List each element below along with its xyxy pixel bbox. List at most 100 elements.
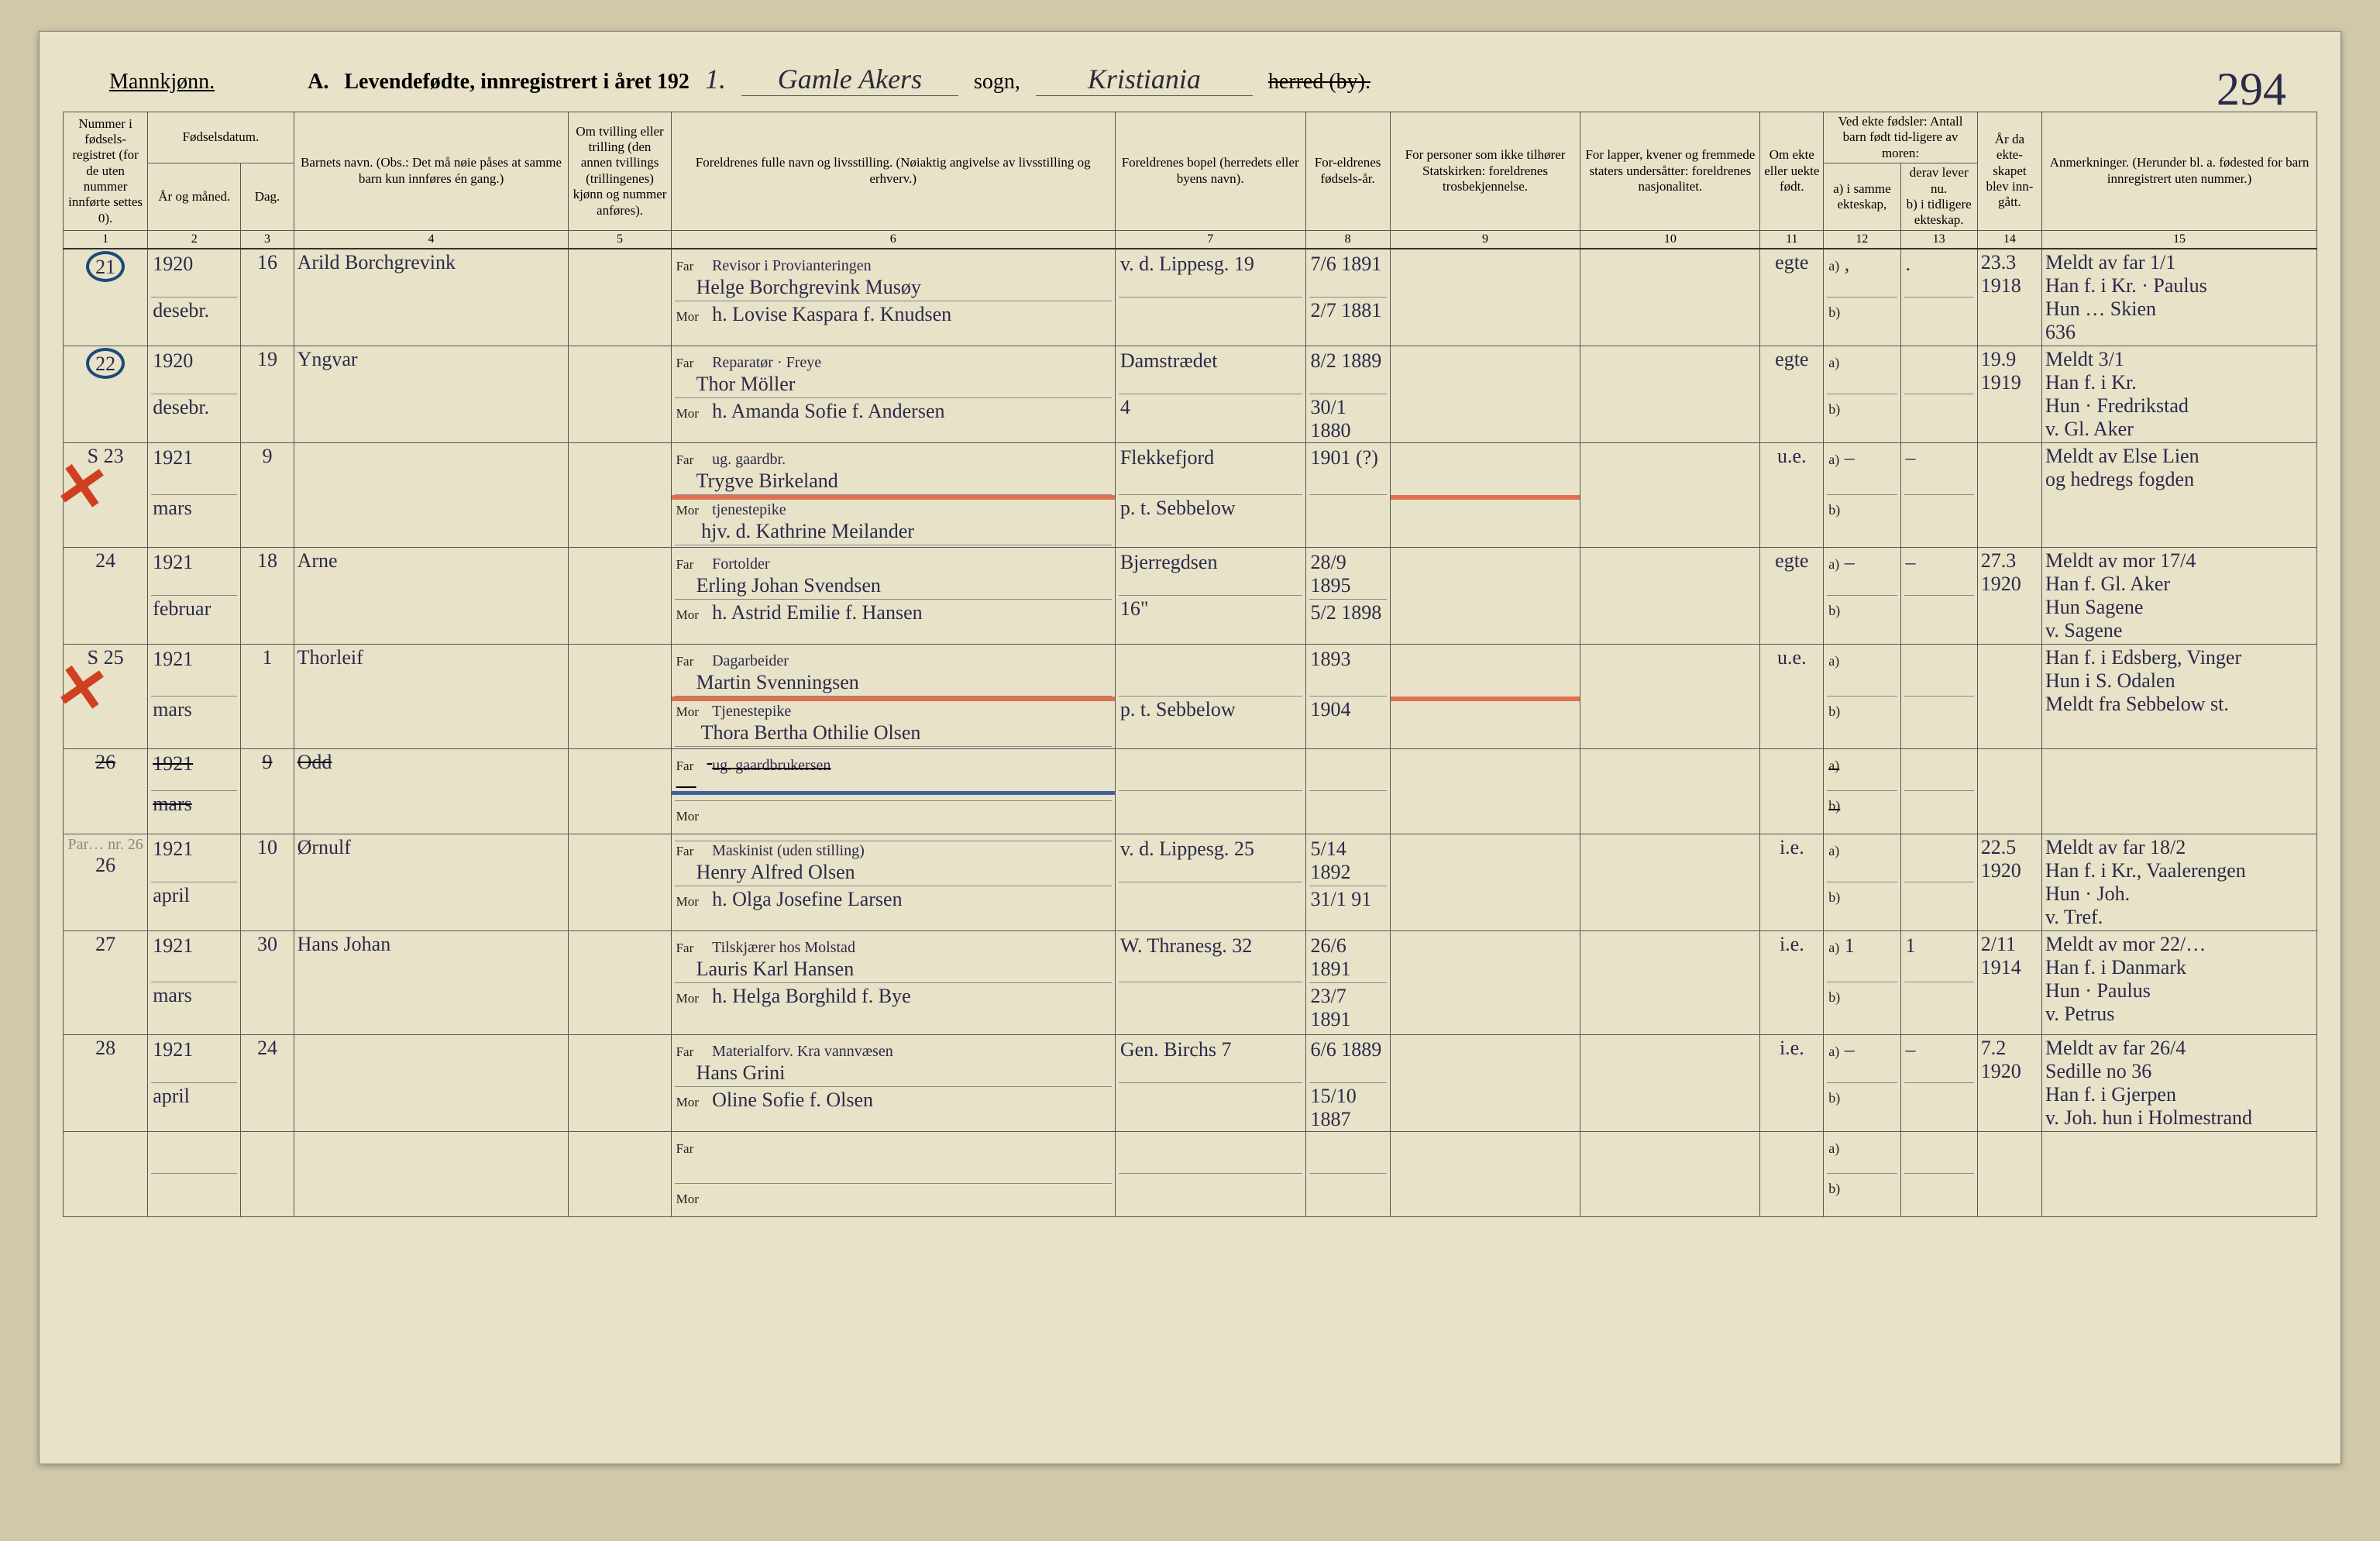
father-name: Hans Grini xyxy=(696,1061,786,1084)
parish-label: sogn, xyxy=(974,70,1020,95)
c13b xyxy=(1904,697,1974,747)
register-page: 294 Mannkjønn. A. Levendefødte, innregis… xyxy=(39,31,2341,1464)
c12a: 1 xyxy=(1845,934,1855,957)
day: 1 xyxy=(241,644,294,748)
page-header: Mannkjønn. A. Levendefødte, innregistrer… xyxy=(63,40,2317,104)
child-name: Arne xyxy=(294,547,569,644)
father-occupation: Maskinist (uden stilling) xyxy=(712,842,865,859)
residence-far xyxy=(1119,751,1302,792)
col-legitimate: Om ekte eller uekte født. xyxy=(1760,112,1824,231)
year: 1921 xyxy=(151,751,237,792)
entry-number-circled: 21 xyxy=(86,251,125,282)
residence-far: W. Thranesg. 32 xyxy=(1119,933,1302,983)
c13b xyxy=(1904,394,1974,441)
mother-year: 15/10 1887 xyxy=(1309,1083,1387,1133)
mother-name: h. Astrid Emilie f. Hansen xyxy=(712,601,923,624)
mother-name: hjv. d. Kathrine Meilander xyxy=(701,520,914,542)
gender-label: Mannkjønn. xyxy=(109,70,215,95)
far-label: Far xyxy=(676,941,707,956)
remarks: Meldt av far 26/4Sedille no 36Han f. i G… xyxy=(2042,1034,2317,1131)
year: 1921 xyxy=(151,646,237,697)
red-strike-line xyxy=(672,697,1115,701)
col-13: derav lever nu.b) i tidligere ekteskap. xyxy=(1900,163,1977,231)
marriage-year: 22.51920 xyxy=(1977,834,2041,930)
day xyxy=(241,1131,294,1216)
day: 9 xyxy=(241,442,294,547)
col-residence: Foreldrenes bopel (herredets eller byens… xyxy=(1115,112,1305,231)
father-year: 26/6 1891 xyxy=(1309,933,1387,983)
table-row: 28 1921april 24 Far Materialforv. Kra va… xyxy=(64,1034,2317,1131)
c13b xyxy=(1904,596,1974,642)
month: desebr. xyxy=(151,298,237,344)
far-label: Far xyxy=(676,654,707,669)
col-parents: Foreldrenes fulle navn og livsstilling. … xyxy=(671,112,1115,231)
far-label: Far xyxy=(676,1044,707,1060)
residence-far: Damstrædet xyxy=(1119,348,1302,394)
remarks xyxy=(2042,748,2317,834)
residence-mor xyxy=(1119,982,1302,1033)
col-prevbirths: Ved ekte fødsler: Antall barn født tid-l… xyxy=(1824,112,1978,163)
far-label: Far xyxy=(676,758,707,774)
month: mars xyxy=(151,791,237,832)
day: 10 xyxy=(241,834,294,930)
col-day: Dag. xyxy=(241,163,294,231)
day: 19 xyxy=(241,346,294,442)
table-row: 24 1921februar 18 Arne Far Fortolder Erl… xyxy=(64,547,2317,644)
title: Levendefødte, innregistrert i året 192 xyxy=(344,70,690,95)
table-row: 27 1921mars 30 Hans Johan Far Tilskjærer… xyxy=(64,930,2317,1034)
remarks: Meldt av mor 17/4Han f. Gl. AkerHun Sage… xyxy=(2042,547,2317,644)
year: 1921 xyxy=(151,836,237,882)
register-table: Nummer i fødsels-registret (for de uten … xyxy=(63,112,2317,1217)
day: 16 xyxy=(241,249,294,346)
legitimate xyxy=(1760,748,1824,834)
marriage-year xyxy=(1977,644,2041,748)
year-suffix: 1. xyxy=(705,63,726,95)
mor-label: Mor xyxy=(676,1095,707,1110)
legitimate: u.e. xyxy=(1760,644,1824,748)
marriage-year: 19.91919 xyxy=(1977,346,2041,442)
mor-label: Mor xyxy=(676,607,707,623)
c13b xyxy=(1904,882,1974,929)
far-label: Far xyxy=(676,259,707,274)
child-name: Hans Johan xyxy=(294,930,569,1034)
mother-name: Thora Bertha Othilie Olsen xyxy=(701,721,921,744)
col-twin: Om tvilling eller trilling (den annen tv… xyxy=(569,112,671,231)
remarks: Meldt av mor 22/…Han f. i DanmarkHun · P… xyxy=(2042,930,2317,1034)
mor-label: Mor xyxy=(676,503,707,518)
district-label: herred (by). xyxy=(1268,70,1371,95)
c13a xyxy=(1904,348,1974,394)
col-12: a) i samme ekteskap, xyxy=(1824,163,1900,231)
mother-name: h. Amanda Sofie f. Andersen xyxy=(712,400,944,422)
residence-mor: p. t. Sebbelow xyxy=(1119,697,1302,747)
mother-occupation: Tjenestepike xyxy=(712,703,791,720)
residence-mor xyxy=(1119,882,1302,929)
red-strike-line xyxy=(672,495,1115,500)
legitimate: u.e. xyxy=(1760,442,1824,547)
residence-far xyxy=(1119,1133,1302,1175)
day: 24 xyxy=(241,1034,294,1131)
table-row: 22 1920desebr. 19 Yngvar Far Reparatør ·… xyxy=(64,346,2317,442)
mother-year xyxy=(1309,495,1387,545)
father-year xyxy=(1309,751,1387,792)
mother-year: 30/1 1880 xyxy=(1309,394,1387,444)
far-label: Far xyxy=(676,844,707,859)
column-numbers: 123 456 789 101112 131415 xyxy=(64,230,2317,249)
residence-mor xyxy=(1119,1083,1302,1130)
residence-far: Gen. Birchs 7 xyxy=(1119,1037,1302,1083)
child-name xyxy=(294,1131,569,1216)
father-year: 28/9 1895 xyxy=(1309,549,1387,600)
father-name: Trygve Birkeland xyxy=(696,470,838,492)
col-birthdate: Fødselsdatum. xyxy=(148,112,294,163)
red-x-mark: ✕ xyxy=(50,447,113,528)
legitimate: egte xyxy=(1760,547,1824,644)
child-name: Ørnulf xyxy=(294,834,569,930)
mother-year xyxy=(1309,1174,1387,1215)
title-prefix: A. xyxy=(308,70,328,95)
residence-far: Bjerregdsen xyxy=(1119,549,1302,596)
residence-far: v. d. Lippesg. 19 xyxy=(1119,251,1302,298)
mother-year: 2/7 1881 xyxy=(1309,298,1387,344)
c13a xyxy=(1904,836,1974,882)
entry-number-circled: 22 xyxy=(86,348,125,379)
month: mars xyxy=(151,982,237,1033)
c12a: – xyxy=(1845,551,1855,573)
